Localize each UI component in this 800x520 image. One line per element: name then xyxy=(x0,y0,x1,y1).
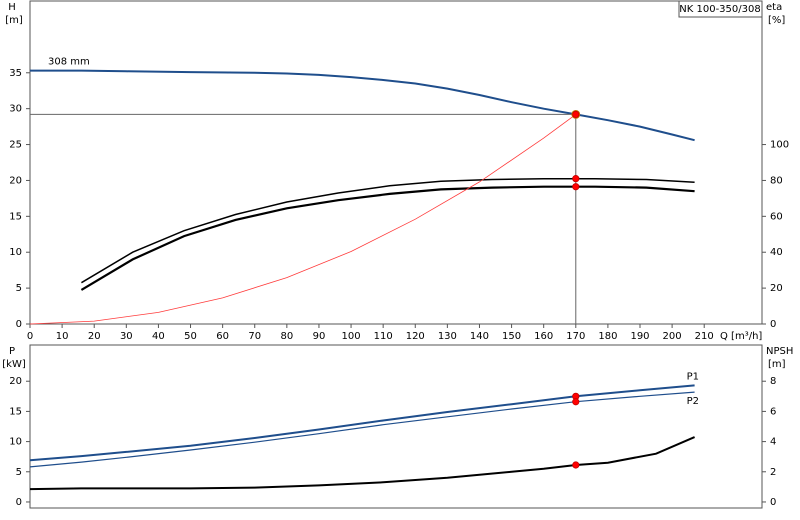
chart-title: NK 100-350/308 xyxy=(679,4,760,15)
curve xyxy=(29,391,695,468)
x-tick-label: 10 xyxy=(56,331,69,342)
x-tick-label: 130 xyxy=(438,331,457,342)
y2-tick-label: 40 xyxy=(770,247,783,258)
x-tick-label: 70 xyxy=(248,331,261,342)
y-tick-label: 35 xyxy=(9,68,22,79)
x-tick-label: 110 xyxy=(374,331,393,342)
x-tick-label: 120 xyxy=(406,331,425,342)
x-tick-label: 30 xyxy=(120,331,133,342)
y2-axis-label: NPSH xyxy=(766,346,793,357)
y-tick-label: 0 xyxy=(16,319,22,330)
x-tick-label: 190 xyxy=(630,331,649,342)
y-tick-label: 15 xyxy=(9,406,22,417)
x-tick-label: 100 xyxy=(342,331,361,342)
x-tick-label: 90 xyxy=(313,331,326,342)
x-tick-label: 150 xyxy=(502,331,521,342)
x-tick-label: 20 xyxy=(88,331,101,342)
y2-tick-label: 4 xyxy=(770,437,776,448)
y2-tick-label: 60 xyxy=(770,211,783,222)
x-tick-label: 80 xyxy=(280,331,293,342)
x-tick-label: 200 xyxy=(663,331,682,342)
y2-tick-label: 100 xyxy=(770,140,789,151)
curve xyxy=(29,384,695,462)
y-axis-label: H xyxy=(8,2,16,13)
curve xyxy=(81,177,695,284)
y2-tick-label: 0 xyxy=(770,497,776,508)
x-tick-label: 210 xyxy=(695,331,714,342)
y-axis-unit: [kW] xyxy=(2,359,26,370)
x-axis-label: Q [m³/h] xyxy=(720,331,762,342)
y-tick-label: 15 xyxy=(9,211,22,222)
y2-tick-label: 6 xyxy=(770,406,776,417)
y2-tick-label: 0 xyxy=(770,319,776,330)
y2-tick-label: 80 xyxy=(770,175,783,186)
duty-point xyxy=(572,175,580,183)
y2-axis-label: eta xyxy=(766,2,782,13)
y2-tick-label: 2 xyxy=(770,467,776,478)
curve xyxy=(29,436,695,491)
y2-axis-unit: [%] xyxy=(768,15,785,26)
duty-point xyxy=(572,461,580,469)
plot-frame xyxy=(29,0,763,325)
y-tick-label: 20 xyxy=(9,175,22,186)
curve xyxy=(30,69,695,142)
x-tick-label: 40 xyxy=(152,331,165,342)
x-tick-label: 60 xyxy=(216,331,229,342)
x-tick-label: 160 xyxy=(534,331,553,342)
y-tick-label: 20 xyxy=(9,376,22,387)
curve-label: 308 mm xyxy=(48,57,90,68)
x-tick-label: 50 xyxy=(184,331,197,342)
curve-label: P1 xyxy=(687,371,699,382)
x-tick-label: 180 xyxy=(598,331,617,342)
curve-label: P2 xyxy=(687,396,699,407)
y2-tick-label: 20 xyxy=(770,283,783,294)
y-tick-label: 30 xyxy=(9,104,22,115)
y-tick-label: 10 xyxy=(9,247,22,258)
duty-point xyxy=(572,110,580,119)
x-tick-label: 170 xyxy=(566,331,585,342)
duty-point xyxy=(572,183,580,191)
y-tick-label: 25 xyxy=(9,140,22,151)
y2-axis-unit: [m] xyxy=(768,359,786,370)
y-axis-unit: [m] xyxy=(5,15,23,26)
x-tick-label: 0 xyxy=(27,331,33,342)
curve xyxy=(29,114,577,325)
curve xyxy=(80,185,695,291)
plot-frame xyxy=(29,344,763,509)
y-tick-label: 10 xyxy=(9,437,22,448)
y2-tick-label: 8 xyxy=(770,376,776,387)
y-axis-label: P xyxy=(9,346,15,357)
title-box xyxy=(678,0,763,18)
y-tick-label: 0 xyxy=(16,497,22,508)
y-tick-label: 5 xyxy=(16,283,22,294)
duty-point xyxy=(572,398,580,406)
x-tick-label: 140 xyxy=(470,331,489,342)
y-tick-label: 5 xyxy=(16,467,22,478)
